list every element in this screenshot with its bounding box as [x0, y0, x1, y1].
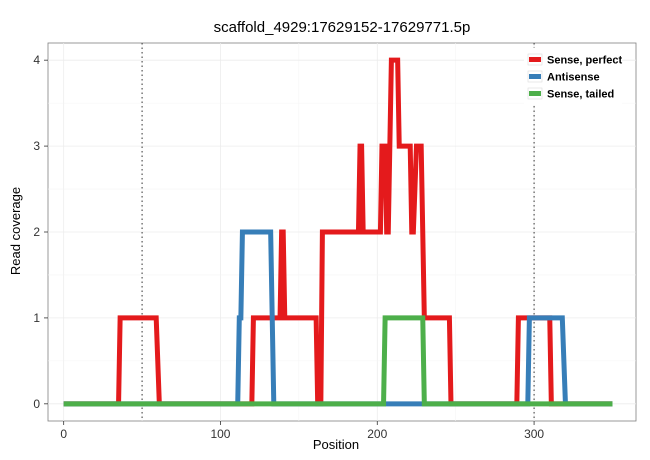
y-axis-title: Read coverage: [8, 187, 23, 275]
series-line-sense-perfect: [63, 57, 613, 407]
y-tick-label: 3: [33, 139, 40, 153]
x-tick-label: 100: [210, 427, 230, 441]
legend-label: Antisense: [547, 72, 600, 84]
series-line-sense-tailed: [63, 315, 613, 407]
y-axis: 0 1 2 3 4: [33, 53, 48, 411]
y-tick-label: 2: [33, 225, 40, 239]
x-tick-label: 0: [60, 427, 67, 441]
reference-lines: [141, 43, 535, 421]
chart-title: scaffold_4929:17629152-17629771.5p: [214, 19, 471, 36]
x-tick-label: 200: [367, 427, 387, 441]
legend-label: Sense, perfect: [547, 55, 623, 67]
y-tick-label: 1: [33, 311, 40, 325]
legend: Sense, perfect Antisense Sense, tailed: [524, 48, 623, 105]
series-lines: [63, 57, 613, 407]
series-line-antisense: [63, 229, 613, 407]
x-tick-label: 300: [524, 427, 544, 441]
legend-label: Sense, tailed: [547, 89, 614, 101]
y-tick-label: 4: [33, 53, 40, 67]
x-axis-title: Position: [313, 437, 359, 452]
y-tick-label: 0: [33, 397, 40, 411]
x-axis: 0 100 200 300: [60, 421, 544, 441]
